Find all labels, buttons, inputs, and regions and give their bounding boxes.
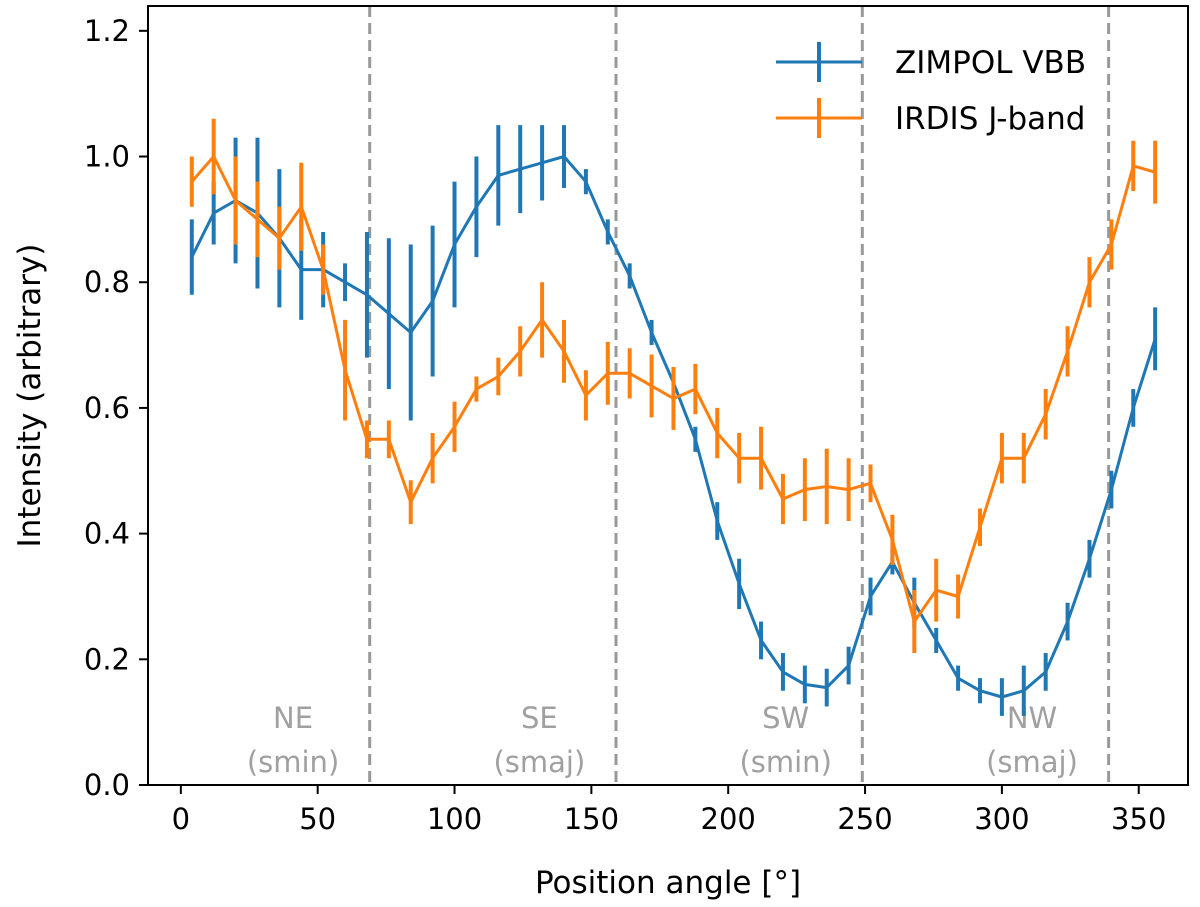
y-tick-label-2: 0.4: [84, 517, 130, 551]
y-tick-label-3: 0.6: [84, 391, 130, 425]
y-axis-label: Intensity (arbitrary): [12, 244, 48, 548]
x-tick-label-2: 100: [427, 802, 482, 836]
x-axis-ticks: 0 50 100 150 200 250 300 350: [172, 785, 1166, 836]
region-label-3-name: NW: [1007, 701, 1057, 735]
series-1: [189, 118, 1158, 654]
series-layer: [189, 118, 1158, 716]
y-tick-label-0: 0.0: [84, 768, 130, 802]
x-tick-label-3: 150: [564, 802, 619, 836]
x-axis-label: Position angle [°]: [535, 865, 801, 901]
x-tick-label-5: 250: [837, 802, 892, 836]
y-tick-label-6: 1.2: [84, 14, 130, 48]
region-label-3-axis: (smaj): [986, 745, 1078, 779]
y-tick-label-4: 0.8: [84, 265, 130, 299]
plot-frame: [147, 5, 1189, 786]
region-label-1-name: SE: [521, 701, 558, 735]
y-axis-ticks: 0.0 0.2 0.4 0.6 0.8 1.0 1.2: [84, 14, 148, 802]
legend-entry-irdis: IRDIS J-band: [776, 98, 1085, 138]
legend-entry-zimpol: ZIMPOL VBB: [776, 42, 1086, 82]
region-label-0-name: NE: [273, 701, 313, 735]
legend-label-zimpol: ZIMPOL VBB: [895, 45, 1086, 81]
region-labels: NE (smin) SE (smaj) SW (smin) NW (smaj): [247, 701, 1078, 779]
region-label-2-name: SW: [762, 701, 809, 735]
series-line-1: [190, 155, 1156, 624]
legend: ZIMPOL VBB IRDIS J-band: [776, 42, 1086, 138]
region-label-2-axis: (smin): [739, 745, 831, 779]
region-dividers: [368, 6, 1111, 785]
x-tick-label-6: 300: [974, 802, 1029, 836]
x-tick-label-7: 350: [1111, 802, 1166, 836]
x-tick-label-0: 0: [172, 802, 190, 836]
legend-label-irdis: IRDIS J-band: [895, 101, 1085, 137]
y-tick-label-5: 1.0: [84, 140, 130, 174]
x-tick-label-4: 200: [701, 802, 756, 836]
y-tick-label-1: 0.2: [84, 642, 130, 676]
region-label-0-axis: (smin): [247, 745, 339, 779]
x-tick-label-1: 50: [299, 802, 336, 836]
region-label-1-axis: (smaj): [493, 745, 585, 779]
